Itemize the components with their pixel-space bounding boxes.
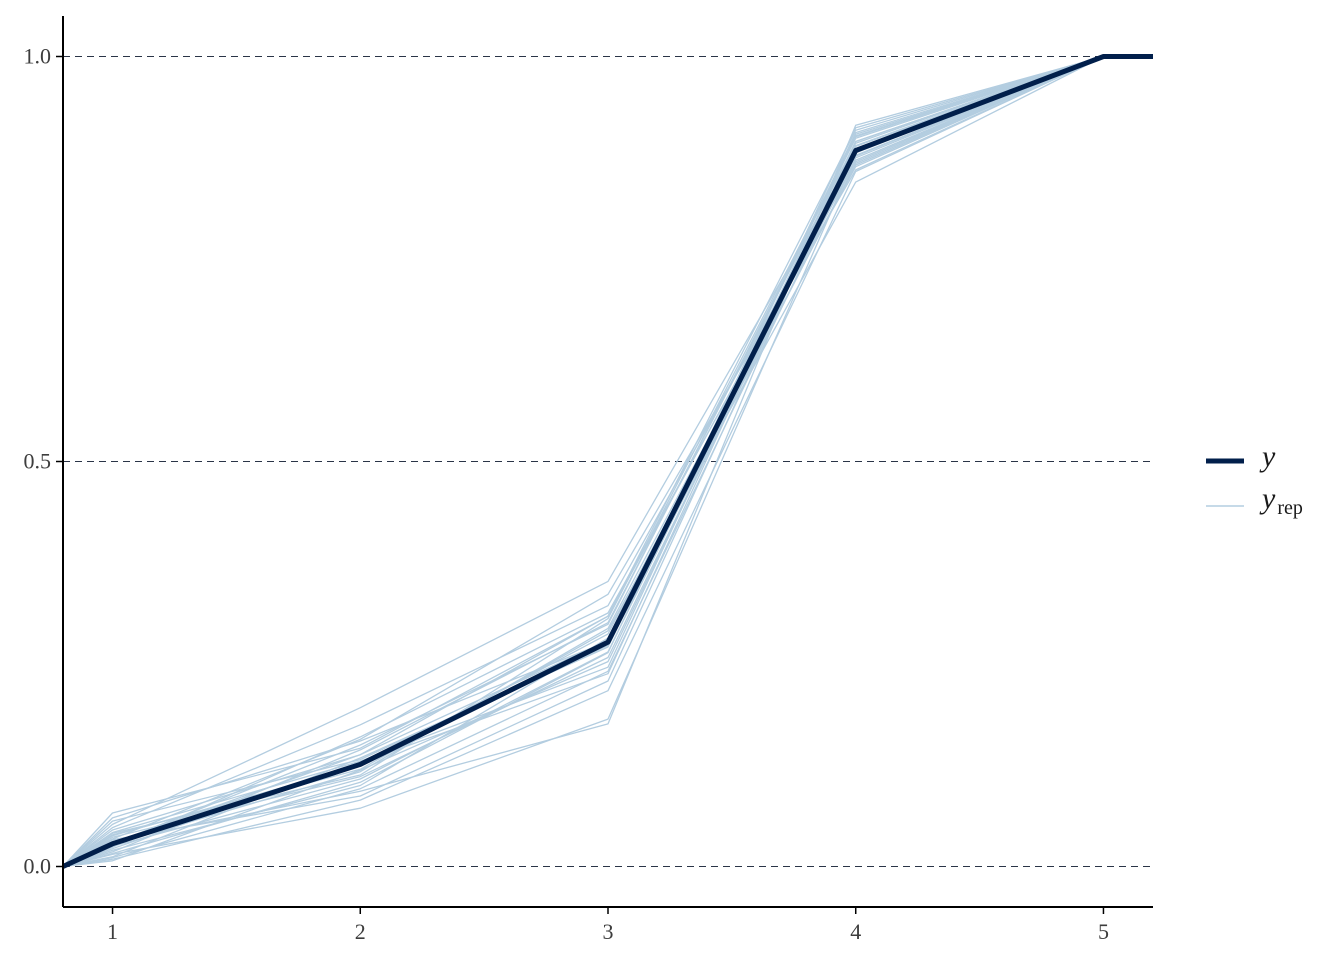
y-observed-line bbox=[61, 54, 1153, 869]
gridlines bbox=[63, 56, 1153, 867]
x-tick-label: 1 bbox=[107, 919, 118, 944]
legend-y-label: y bbox=[1259, 440, 1276, 473]
x-tick-label: 2 bbox=[355, 919, 366, 944]
y-tick-label: 1.0 bbox=[24, 44, 52, 69]
legend-yrep-subscript: rep bbox=[1277, 497, 1303, 519]
x-tick-label: 4 bbox=[850, 919, 861, 944]
y-tick-label: 0.5 bbox=[24, 449, 52, 474]
x-tick-label: 5 bbox=[1098, 919, 1109, 944]
y-series bbox=[61, 54, 1153, 869]
legend: y y rep bbox=[1206, 440, 1303, 519]
legend-yrep-label: y rep bbox=[1259, 482, 1303, 519]
x-tick-label: 3 bbox=[603, 919, 614, 944]
y-tick-label: 0.0 bbox=[24, 854, 52, 879]
legend-yrep-base: y bbox=[1259, 482, 1276, 515]
axis-ticks: 0.0 0.5 1.0 1 2 3 4 5 bbox=[24, 44, 1109, 945]
